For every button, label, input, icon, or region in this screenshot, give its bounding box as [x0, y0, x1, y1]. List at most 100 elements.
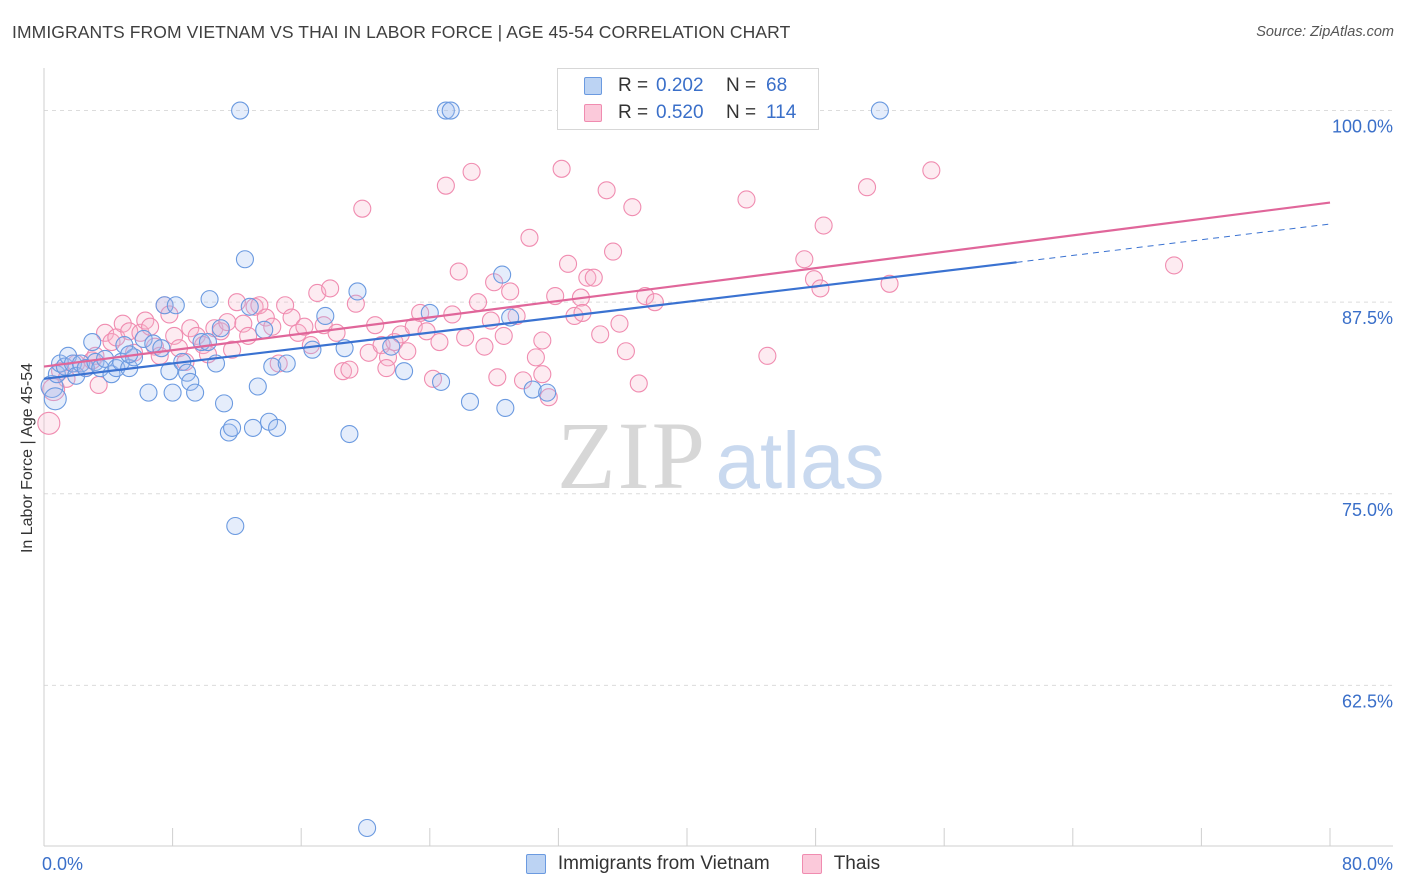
vietnam-legend-swatch	[525, 854, 546, 874]
thai-point	[462, 162, 481, 181]
thai-point	[340, 360, 359, 379]
x-tick-label: 0.0%	[42, 854, 83, 874]
vietnam-point	[348, 282, 367, 301]
thai-point	[377, 359, 396, 378]
thai-point	[282, 308, 301, 327]
source-label: Source: ZipAtlas.com	[1256, 24, 1394, 40]
thai-point	[880, 274, 899, 293]
stats-row-vietnam: R = 0.202 N = 68	[584, 73, 787, 99]
legend-item-thai[interactable]: Thais	[801, 853, 880, 875]
thai-point	[160, 305, 179, 324]
vietnam-point	[268, 418, 287, 437]
n-value: 68	[766, 75, 788, 96]
vietnam-point	[316, 306, 335, 326]
x-tick-label: 80.0%	[1342, 854, 1393, 874]
thai-point	[430, 332, 449, 352]
vietnam-point	[441, 101, 460, 120]
thai-point	[513, 371, 533, 390]
n-value: 114	[766, 102, 797, 123]
r-label: R =	[618, 102, 649, 123]
thai-point	[584, 268, 603, 287]
vietnam-point	[277, 354, 296, 373]
x-tick-labels: 0.0% 80.0%	[42, 854, 1393, 874]
thai-point	[591, 325, 610, 344]
thai-point	[578, 268, 597, 287]
y-tick-label: 87.5%	[1342, 308, 1393, 328]
vietnam-point	[870, 101, 889, 120]
thai-point	[398, 342, 417, 361]
thai-point	[520, 228, 539, 247]
vietnam-point	[358, 818, 377, 838]
vietnam-point	[432, 372, 451, 391]
thai-point	[636, 287, 655, 306]
thai-swatch	[584, 104, 602, 122]
thai-trend-line	[43, 201, 1331, 368]
vietnam-point	[395, 362, 414, 381]
thai-point	[507, 306, 526, 326]
r-value: 0.202	[656, 75, 704, 96]
vietnam-point	[214, 394, 234, 413]
thai-point	[436, 176, 455, 195]
vietnam-point	[181, 372, 200, 391]
vietnam-point	[240, 297, 259, 316]
vietnam-point	[160, 362, 179, 381]
thai-point	[922, 161, 941, 180]
thai-point	[120, 322, 139, 341]
thai-point	[136, 311, 155, 330]
thai-point	[857, 178, 877, 197]
vietnam-points	[40, 101, 889, 838]
thai-point	[533, 365, 552, 384]
thai-point	[597, 181, 616, 200]
vietnam-point	[460, 392, 480, 411]
thai-point	[526, 348, 545, 367]
chart-title: IMMIGRANTS FROM VIETNAM VS THAI IN LABOR…	[12, 22, 791, 42]
thai-point	[629, 374, 648, 393]
y-tick-label: 62.5%	[1342, 691, 1393, 711]
vietnam-point	[340, 424, 359, 444]
thai-point	[623, 198, 642, 217]
legend-item-vietnam[interactable]: Immigrants from Vietnam	[525, 853, 770, 875]
vietnam-point	[493, 265, 512, 284]
y-tick-label: 75.0%	[1342, 500, 1393, 520]
stats-row-thai: R = 0.520 N = 114	[584, 100, 796, 126]
r-label: R =	[618, 75, 649, 96]
series-legend: Immigrants from Vietnam Thais	[0, 850, 1406, 878]
vietnam-trend-line	[43, 261, 1017, 380]
vietnam-point	[255, 320, 274, 339]
vietnam-point	[186, 383, 205, 402]
thai-point	[449, 262, 468, 281]
vietnam-point	[226, 516, 245, 536]
thai-point	[558, 254, 578, 273]
grid-lines	[44, 110, 1393, 686]
thai-point	[533, 331, 552, 350]
thai-point	[645, 293, 664, 312]
thai-legend-swatch	[801, 854, 822, 874]
y-tick-labels: 62.5% 75.0% 87.5% 100.0%	[1332, 117, 1393, 712]
thai-point	[758, 346, 777, 365]
stats-legend: R = 0.202 N = 68 R = 0.520 N = 114	[557, 68, 819, 130]
vietnam-point	[43, 387, 67, 411]
thai-point	[616, 342, 635, 361]
thai-point	[96, 323, 115, 342]
vietnam-point	[124, 348, 144, 367]
vietnam-point	[303, 340, 322, 359]
vietnam-point	[139, 383, 158, 402]
axes	[43, 68, 1393, 847]
n-label: N =	[726, 75, 757, 96]
thai-point	[223, 340, 242, 359]
thai-point	[604, 242, 623, 261]
thai-point	[187, 326, 206, 345]
thai-point	[456, 328, 475, 347]
thai-point	[353, 199, 372, 218]
vietnam-point	[223, 418, 242, 437]
vietnam-point	[211, 319, 230, 338]
thai-points	[37, 101, 1184, 435]
thai-point	[475, 337, 494, 356]
thai-point	[552, 159, 571, 178]
thai-point	[610, 314, 629, 333]
r-value: 0.520	[656, 102, 704, 123]
vietnam-point	[83, 332, 102, 352]
vietnam-point	[538, 383, 557, 402]
thai-point	[501, 282, 520, 301]
thai-point	[795, 250, 814, 269]
